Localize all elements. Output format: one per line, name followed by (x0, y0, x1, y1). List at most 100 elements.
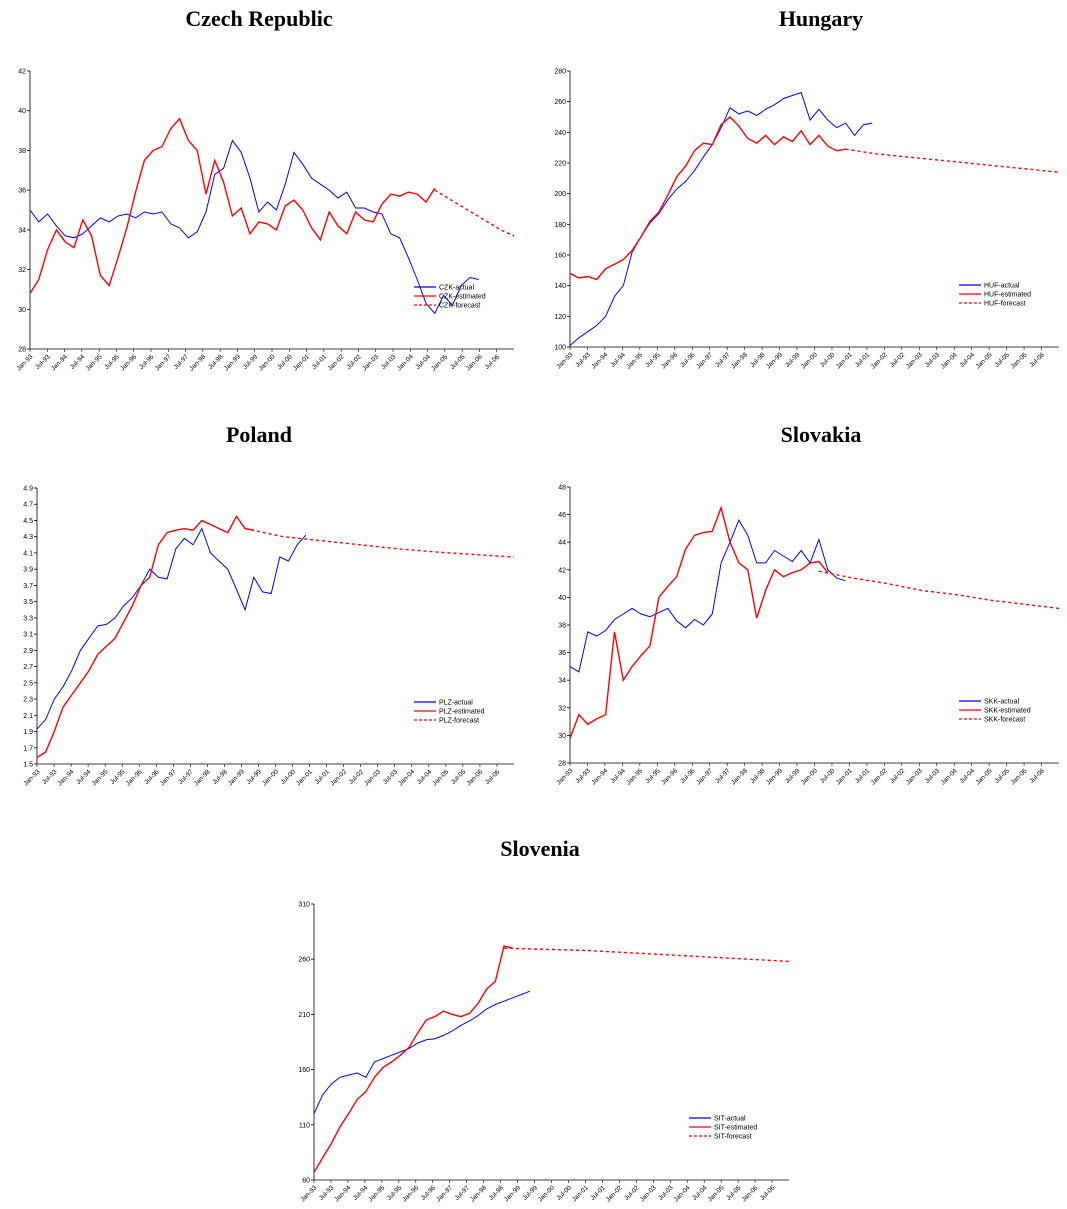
x-tick-label: Jul-96 (679, 767, 697, 785)
x-tick-label: Jan-97 (154, 353, 173, 372)
x-tick-label: Jul-02 (889, 351, 907, 369)
y-tick-label: 48 (558, 485, 566, 492)
x-tick-label: Jul-00 (276, 353, 294, 371)
legend-label: SIT-estimated (714, 1125, 757, 1132)
x-tick-label: Jan-98 (730, 351, 749, 370)
x-tick-label: Jan-96 (401, 1184, 420, 1203)
x-tick-label: Jan-99 (227, 768, 246, 787)
x-tick-label: Jan-04 (673, 1184, 692, 1203)
y-tick-label: 32 (18, 267, 26, 274)
x-tick-label: Jan-99 (765, 767, 784, 786)
y-tick-label: 3.1 (23, 632, 33, 639)
y-tick-label: 28 (18, 347, 26, 354)
y-tick-label: 260 (554, 99, 566, 106)
x-tick-label: Jan-99 (503, 1184, 522, 1203)
legend-label: SIT-forecast (714, 1134, 752, 1141)
series-line-CZK-actual (29, 139, 479, 315)
x-tick-label: Jan-06 (465, 768, 484, 787)
x-tick-label: Jan-95 (91, 768, 110, 787)
y-tick-label: 46 (558, 512, 566, 519)
y-tick-label: 40 (558, 595, 566, 602)
x-tick-label: Jul-94 (609, 767, 627, 785)
x-tick-label: Jan-94 (333, 1184, 352, 1203)
y-tick-label: 42 (558, 567, 566, 574)
x-tick-label: Jul-04 (959, 351, 977, 369)
x-tick-label: Jul-05 (994, 767, 1012, 785)
legend-label: HUF-actual (984, 283, 1020, 290)
series-line-SIT-actual (313, 990, 531, 1115)
y-tick-label: 180 (554, 222, 566, 229)
x-tick-label: Jan-01 (835, 351, 854, 370)
x-tick-label: Jan-93 (22, 768, 41, 787)
x-tick-label: Jul-06 (1028, 351, 1046, 369)
x-tick-label: Jul-98 (749, 767, 767, 785)
x-tick-label: Jul-06 (1028, 767, 1046, 785)
chart-title-slovakia: Slovakia (780, 422, 862, 447)
x-tick-label: Jan-06 (1009, 767, 1028, 786)
x-tick-label: Jul-95 (103, 353, 121, 371)
y-tick-label: 2.3 (23, 697, 33, 704)
legend-label: HUF-estimated (984, 292, 1031, 299)
x-tick-label: Jan-96 (125, 768, 144, 787)
x-tick-label: Jul-04 (959, 767, 977, 785)
legend-label: SIT-actual (714, 1116, 746, 1123)
x-tick-label: Jan-98 (193, 768, 212, 787)
x-tick-label: Jan-01 (571, 1184, 590, 1203)
x-tick-label: Jul-99 (242, 353, 260, 371)
x-tick-label: Jan-01 (295, 768, 314, 787)
x-tick-label: Jan-02 (605, 1184, 624, 1203)
x-tick-label: Jul-03 (924, 351, 942, 369)
y-tick-label: 200 (554, 191, 566, 198)
y-tick-label: 210 (298, 1012, 310, 1019)
x-tick-label: Jul-00 (819, 767, 837, 785)
x-tick-label: Jan-95 (85, 353, 104, 372)
y-tick-label: 4.1 (23, 550, 33, 557)
y-tick-label: 40 (18, 108, 26, 115)
y-tick-label: 30 (558, 733, 566, 740)
x-tick-label: Jul-00 (819, 351, 837, 369)
series-line-CZK-estimated (29, 117, 436, 294)
x-tick-label: Jan-04 (940, 351, 959, 370)
x-tick-label: Jan-99 (223, 353, 242, 372)
y-tick-label: 36 (18, 188, 26, 195)
y-tick-label: 4.5 (23, 518, 33, 525)
x-tick-label: Jan-00 (537, 1184, 556, 1203)
x-tick-label: Jan-03 (361, 353, 380, 372)
series-line-SKK-estimated (569, 505, 829, 739)
x-tick-label: Jan-96 (660, 767, 679, 786)
x-tick-label: Jul-94 (69, 353, 87, 371)
y-tick-label: 2.5 (23, 680, 33, 687)
series-line-SIT-forecast (503, 947, 790, 963)
y-tick-label: 220 (554, 161, 566, 168)
x-tick-label: Jan-01 (292, 353, 311, 372)
y-tick-label: 160 (554, 253, 566, 260)
x-tick-label: Jul-04 (415, 353, 433, 371)
x-tick-label: Jan-94 (590, 351, 609, 370)
x-tick-label: Jul-01 (854, 767, 872, 785)
y-tick-label: 4.9 (23, 486, 33, 493)
chart-title-poland: Poland (225, 422, 293, 447)
series-line-PLZ-actual (36, 527, 307, 730)
x-tick-label: Jul-99 (784, 767, 802, 785)
y-tick-label: 38 (558, 623, 566, 630)
x-tick-label: Jul-95 (644, 767, 662, 785)
y-tick-label: 2.9 (23, 648, 33, 655)
x-tick-label: Jul-05 (994, 351, 1012, 369)
y-tick-label: 2.7 (23, 664, 33, 671)
x-tick-label: Jan-00 (800, 351, 819, 370)
x-tick-label: Jan-96 (119, 353, 138, 372)
x-tick-label: Jul-97 (173, 353, 191, 371)
x-tick-label: Jan-03 (905, 351, 924, 370)
x-tick-label: Jan-97 (695, 351, 714, 370)
x-tick-label: Jul-94 (609, 351, 627, 369)
y-tick-label: 1.7 (23, 745, 33, 752)
x-tick-label: Jan-93 (555, 767, 574, 786)
x-tick-label: Jan-94 (56, 768, 75, 787)
legend-label: PLZ-forecast (439, 718, 479, 725)
x-tick-label: Jan-97 (695, 767, 714, 786)
x-tick-label: Jan-02 (327, 353, 346, 372)
y-tick-label: 1.9 (23, 729, 33, 736)
